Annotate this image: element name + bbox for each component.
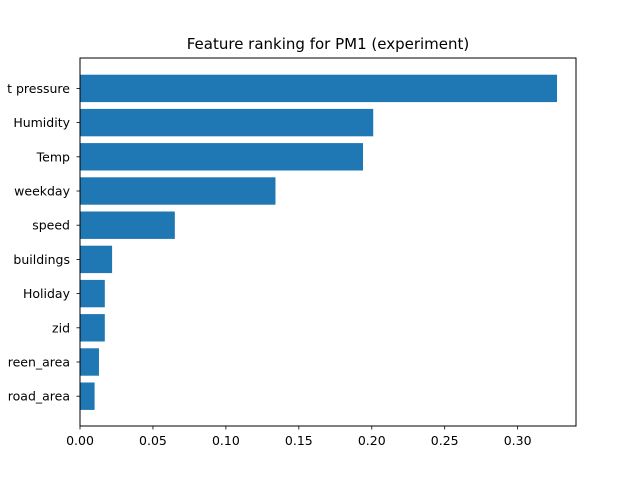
y-tick-label-1: Humidity (13, 115, 70, 130)
bar-3 (80, 177, 276, 205)
bars (80, 74, 558, 410)
bar-1 (80, 108, 374, 137)
x-tick-label-3: 0.15 (285, 433, 313, 448)
bar-4 (80, 211, 175, 239)
y-tick-label-9: road_area (8, 389, 70, 404)
x-tick-label-4: 0.20 (358, 433, 386, 448)
y-axis: t pressure Humidity Temp weekday speed buildi… (7, 81, 80, 404)
y-tick-label-4: speed (32, 218, 70, 233)
x-tick-label-1: 0.05 (139, 433, 167, 448)
x-axis: 0.00 0.05 0.10 0.15 0.20 0.25 0.30 (66, 426, 532, 448)
bar-0 (80, 74, 558, 103)
y-tick-label-5: buildings (13, 252, 70, 267)
chart-title: Feature ranking for PM1 (experiment) (187, 35, 470, 53)
y-tick-label-7: zid (52, 320, 70, 335)
bar-5 (80, 245, 113, 274)
y-tick-label-8: reen_area (8, 355, 70, 370)
y-tick-label-0: t pressure (7, 81, 70, 96)
x-tick-label-5: 0.25 (431, 433, 459, 448)
bar-7 (80, 314, 105, 342)
plot-frame (79, 57, 577, 427)
y-tick-label-2: Temp (36, 149, 70, 164)
x-tick-label-0: 0.00 (66, 433, 94, 448)
bar-2 (80, 143, 364, 171)
x-tick-label-6: 0.30 (504, 433, 532, 448)
x-tick-label-2: 0.10 (212, 433, 240, 448)
bar-9 (80, 382, 95, 410)
y-tick-label-3: weekday (14, 184, 70, 199)
y-tick-label-6: Holiday (23, 286, 71, 301)
bar-8 (80, 348, 99, 376)
bar-6 (80, 279, 105, 308)
